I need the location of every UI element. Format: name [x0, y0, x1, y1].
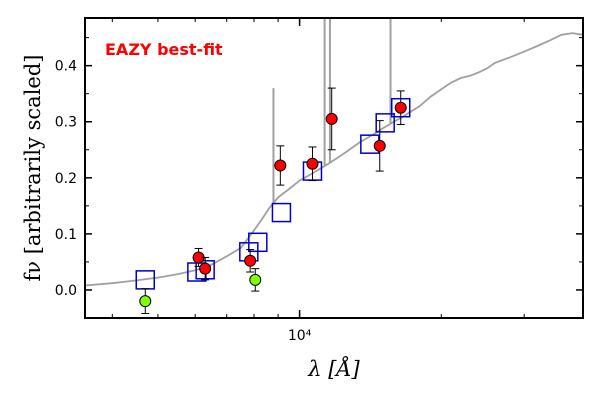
plot-area [85, 18, 583, 315]
model-photometry-box [248, 232, 268, 253]
observed-flux-point [325, 112, 338, 125]
upper-limit-point [139, 295, 152, 308]
observed-flux-point [274, 159, 287, 172]
observed-flux-point [244, 254, 257, 267]
model-photometry-box [375, 113, 395, 133]
y-tick-label: 0.1 [55, 227, 77, 243]
x-axis-label: λ [Å] [307, 356, 360, 381]
upper-limit-point [249, 273, 262, 286]
model-photometry-box [271, 202, 292, 223]
observed-flux-point [306, 157, 319, 170]
plot-frame [84, 17, 584, 319]
annotation-label: EAZY best-fit [105, 40, 223, 59]
y-tick-label: 0.4 [55, 59, 77, 75]
axis-ticks: 0.0 0.1 0.2 0.3 0.4 10⁴ [55, 18, 584, 344]
observed-flux-point [373, 139, 386, 152]
observed-flux-point [394, 101, 407, 114]
y-tick-label: 0.0 [55, 283, 77, 299]
observed-flux-point [199, 262, 212, 275]
model-spectrum-line [85, 32, 583, 287]
x-tick-label: 10⁴ [288, 328, 312, 344]
y-axis-label: fν [arbitrarily scaled] [21, 55, 45, 282]
y-tick-label: 0.3 [55, 115, 77, 131]
y-tick-label: 0.2 [55, 171, 77, 187]
